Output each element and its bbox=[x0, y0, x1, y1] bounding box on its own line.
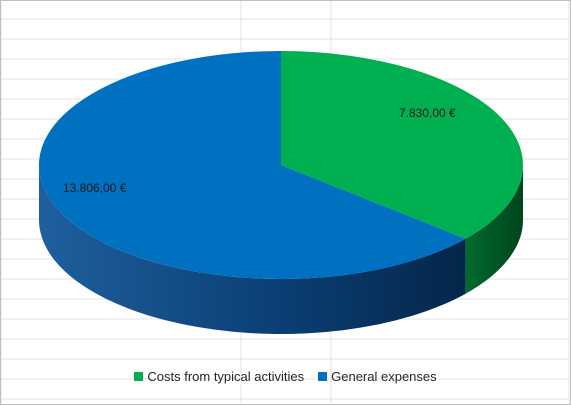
pie-side-general-expenses bbox=[39, 165, 466, 335]
legend-swatch-green bbox=[134, 372, 144, 381]
legend-item-general-expenses: General expenses bbox=[318, 369, 437, 384]
pie-slice-costs-from-typical-activities bbox=[281, 51, 524, 239]
data-label-costs-from-typical-activities: 7.830,00 € bbox=[399, 106, 456, 120]
legend-item-costs-from-typical-activities: Costs from typical activities bbox=[134, 369, 304, 384]
legend-swatch-blue bbox=[318, 372, 328, 381]
pie-side-face bbox=[465, 165, 523, 294]
chart-legend: Costs from typical activities General ex… bbox=[1, 369, 570, 384]
legend-label: General expenses bbox=[331, 369, 437, 384]
pie-slice-general-expenses bbox=[39, 51, 466, 279]
pie-side-face bbox=[39, 165, 466, 335]
legend-label: Costs from typical activities bbox=[147, 369, 305, 384]
data-label-general-expenses: 13.806,00 € bbox=[63, 181, 127, 195]
pie-side-costs-from-typical-activities bbox=[465, 165, 523, 294]
